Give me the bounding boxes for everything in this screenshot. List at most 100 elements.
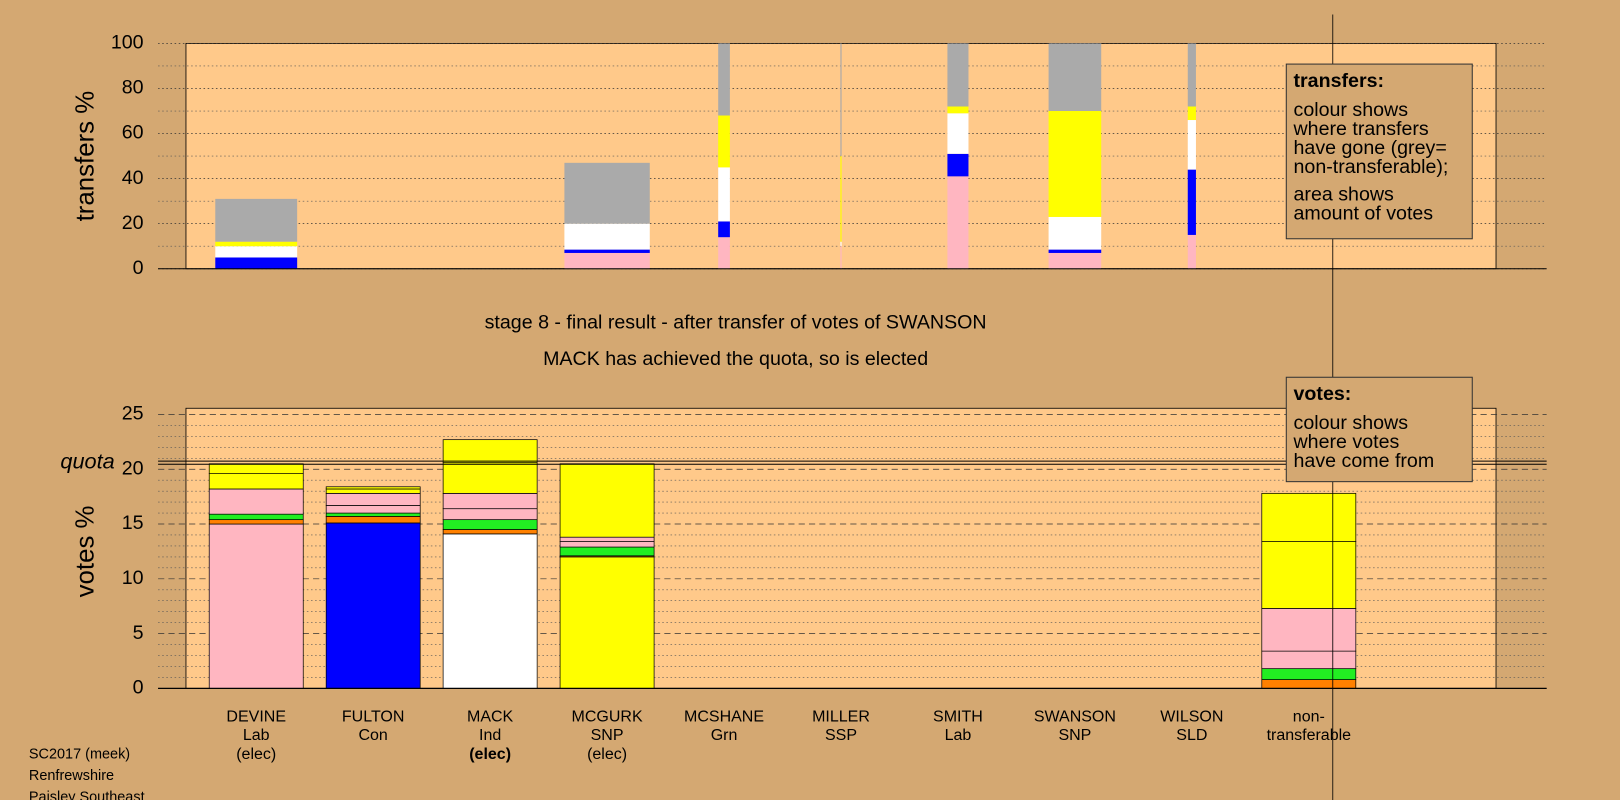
footer-text: Paisley Southeast [29,790,145,800]
y-tick-label: 20 [122,212,144,234]
legend-text: amount of votes [1294,203,1434,225]
transfer-segment [564,162,650,224]
x-tick-label: SNP [1058,727,1091,744]
footer-text: SC2017 (meek) [29,746,130,762]
y-tick-label: 15 [122,512,144,534]
y-tick-label: 0 [133,257,144,279]
vote-segment [325,492,421,506]
transfer-segment [215,241,298,247]
y-tick-label: 60 [122,122,144,144]
legend-text: where transfers [1293,118,1429,140]
transfer-segment [718,237,730,269]
vote-segment [559,556,655,689]
transfer-segment [1048,216,1102,250]
y-tick-label: 25 [122,403,144,425]
y-tick-label: 100 [111,32,144,54]
vote-segment [442,439,538,464]
transfer-segment [1048,252,1102,269]
quota-label: quota [60,448,114,473]
vote-segment [559,546,655,557]
x-tick-label: MCGURK [572,709,643,726]
transfer-segment [564,223,650,250]
transfer-segment [1187,120,1196,170]
chart-title: stage 8 - final result - after transfer … [485,312,987,334]
vote-segment [325,522,421,689]
legend-text: have gone (grey= [1294,137,1447,159]
y-tick-label: 10 [122,567,144,589]
vote-segment [559,541,655,548]
x-tick-label: MACK [467,709,514,726]
vote-segment [442,529,538,535]
transfer-segment [947,106,969,114]
x-tick-label: SLD [1176,727,1207,744]
vote-segment [208,488,304,515]
transfer-segment [215,198,298,242]
vote-segment [442,492,538,510]
vote-segment [442,519,538,530]
vote-segment [325,515,421,524]
transfer-segment [840,156,842,242]
x-tick-label: MCSHANE [684,709,764,726]
transfer-segment [215,246,298,258]
transfer-segment [718,221,730,238]
legend-title: transfers: [1294,70,1385,92]
transfer-segment [1187,169,1196,235]
vote-segment [1261,650,1357,670]
x-tick-label: SSP [825,727,857,744]
vote-segment [1261,668,1357,680]
x-tick-label: FULTON [342,709,405,726]
transfer-segment [215,257,298,269]
legend-text: area shows [1294,184,1395,206]
y-axis-label: transfers % [72,91,100,222]
transfer-segment [1048,111,1102,217]
transfer-segment [718,115,730,168]
vote-segment [559,463,655,538]
y-tick-label: 40 [122,167,144,189]
transfer-segment [947,153,969,177]
x-tick-label: Ind [479,727,501,744]
x-tick-label: Grn [711,727,738,744]
vote-segment [325,512,421,517]
legend-text: where votes [1293,431,1400,453]
transfer-segment [1187,106,1196,121]
y-tick-label: 20 [122,457,144,479]
vote-segment [325,486,421,490]
x-tick-label: Lab [243,727,270,744]
y-tick-label: 80 [122,77,144,99]
legend-box [1285,63,1473,240]
vote-segment [1261,541,1357,609]
transfer-segment [947,176,969,269]
vote-segment [442,462,538,494]
vote-segment [208,523,304,689]
transfer-segment [1187,234,1196,269]
transfer-segment [840,43,842,157]
vote-segment [325,488,421,494]
vote-segment [442,533,538,689]
transfer-segment [718,167,730,222]
x-tick-label: Lab [945,727,972,744]
legend-text: colour shows [1294,412,1409,434]
vote-segment [559,536,655,542]
transfer-segment [564,249,650,253]
vote-segment [208,473,304,490]
legend-text: colour shows [1294,99,1409,121]
x-tick-label: Con [359,727,388,744]
vote-segment [208,463,304,474]
vote-segment [208,513,304,521]
x-tick-label: (elec) [469,746,511,763]
transfer-segment [718,43,730,116]
transfer-segment [1048,43,1102,112]
vote-segment [442,508,538,521]
transfer-segment [947,113,969,154]
x-tick-label: SNP [591,727,624,744]
legend-text: have come from [1294,450,1435,472]
legend-title: votes: [1294,383,1352,405]
y-axis-label: votes % [72,505,100,597]
transfer-segment [1048,249,1102,253]
vote-segment [1261,492,1357,542]
x-tick-label: DEVINE [226,709,286,726]
transfer-segment [1187,43,1196,107]
transfer-segment [840,246,842,269]
vote-segment [325,505,421,514]
